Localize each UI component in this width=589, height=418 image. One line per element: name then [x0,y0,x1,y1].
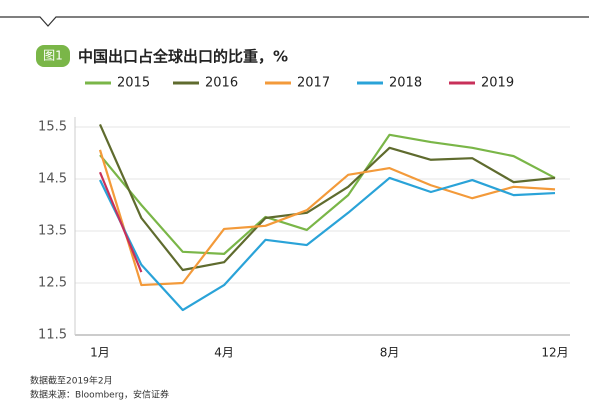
y-tick-label: 14.5 [38,172,67,187]
series-line [99,133,556,255]
legend-label: 2018 [389,76,422,91]
legend-label: 2015 [117,76,150,91]
top-rule [0,16,589,27]
x-tick-label: 8月 [380,346,400,360]
y-tick-label: 13.5 [38,224,67,239]
badge: 图1 [43,49,63,63]
y-tick-label: 15.5 [38,120,67,135]
y-tick-label: 11.5 [38,328,67,343]
series-line [98,149,556,287]
x-tick-label: 12月 [541,346,568,360]
legend-label: 2017 [297,76,330,91]
legend-label: 2019 [481,76,514,91]
x-tick-label: 1月 [90,346,110,360]
badge-bg [36,45,70,67]
note: 数据来源：Bloomberg，安信证券 [30,389,169,401]
chart-title: 中国出口占全球出口的比重，% [78,48,288,66]
series-line [98,171,143,273]
y-tick-label: 12.5 [38,276,67,291]
note: 数据截至2019年2月 [30,375,113,387]
x-tick-label: 4月 [214,346,234,360]
series-line [98,123,556,272]
series-line [99,176,556,312]
legend-label: 2016 [205,76,238,91]
